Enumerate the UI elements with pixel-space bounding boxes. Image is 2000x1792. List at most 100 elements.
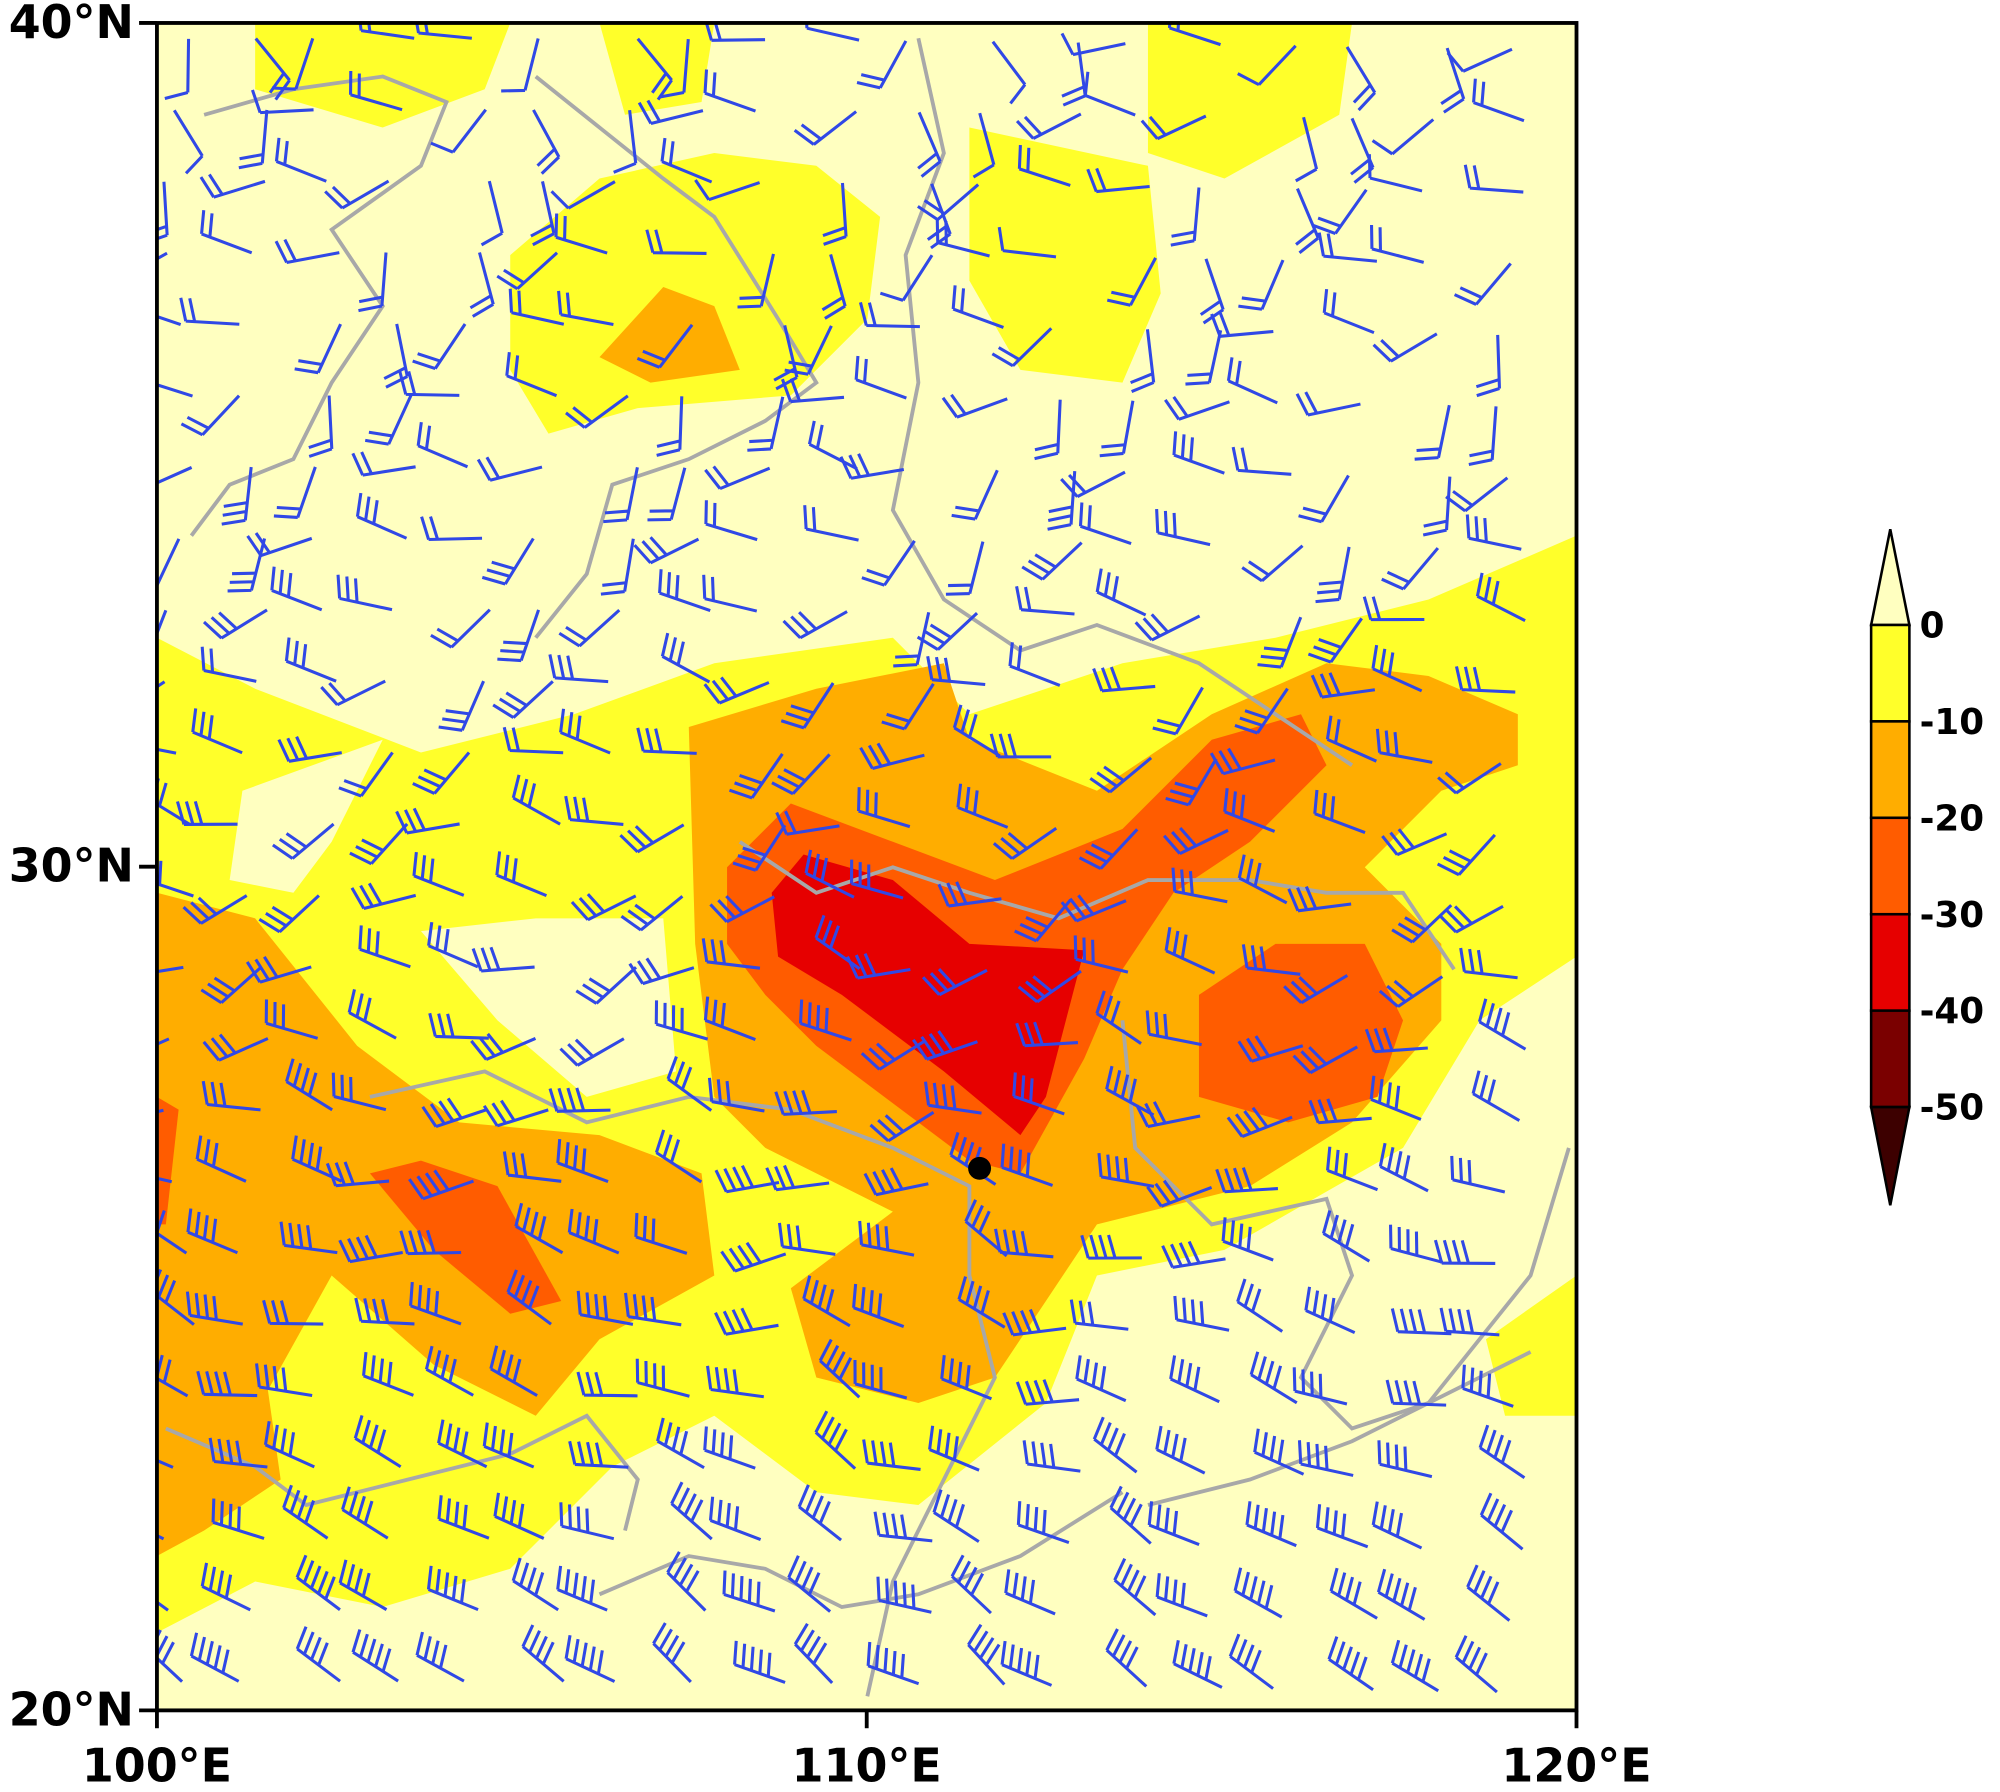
wind-barb xyxy=(1152,686,1204,736)
wind-barb xyxy=(274,238,340,264)
wind-barb xyxy=(1308,1098,1372,1125)
border-line xyxy=(598,1490,1124,1610)
contour-region xyxy=(599,286,740,383)
wind-barb xyxy=(1171,867,1228,904)
wind-barb xyxy=(1445,476,1509,513)
wind-barb xyxy=(846,953,911,980)
wind-barb xyxy=(426,1565,479,1612)
wind-barb xyxy=(1185,330,1223,386)
wind-barb xyxy=(548,654,609,684)
wind-barb xyxy=(814,1410,857,1470)
wind-barb xyxy=(559,1037,625,1067)
wind-barb xyxy=(175,800,238,826)
wind-barb xyxy=(1315,1504,1369,1549)
wind-barb xyxy=(1092,666,1156,693)
wind-barb xyxy=(991,327,1053,368)
wind-barb xyxy=(869,1111,935,1143)
wind-barb xyxy=(482,1099,549,1128)
wind-barb xyxy=(951,285,1004,329)
wind-barb xyxy=(893,612,931,668)
wind-barb xyxy=(1155,508,1211,547)
wind-barb xyxy=(415,1631,465,1683)
wind-barb xyxy=(624,1292,682,1327)
wind-barb xyxy=(797,1484,843,1542)
wind-barb xyxy=(362,1351,414,1397)
wind-barb xyxy=(398,370,460,397)
wind-barb xyxy=(765,1164,830,1192)
wind-barb xyxy=(1034,399,1062,461)
wind-barb xyxy=(1437,762,1502,795)
contour-region xyxy=(1198,943,1404,1123)
wind-barb xyxy=(1061,42,1087,107)
wind-barb xyxy=(628,957,695,986)
border-line xyxy=(189,74,449,537)
wind-barb xyxy=(1317,232,1378,263)
wind-barb xyxy=(917,111,942,178)
wind-barb xyxy=(1164,396,1230,421)
contour-region xyxy=(156,1096,179,1225)
wind-barb xyxy=(180,394,241,437)
wind-barb xyxy=(635,1358,690,1398)
province-borders xyxy=(165,37,1571,1697)
wind-barb xyxy=(354,1297,415,1326)
wind-barb xyxy=(1226,1106,1293,1138)
wind-barb xyxy=(1292,1045,1358,1075)
wind-barb xyxy=(295,1626,342,1683)
wind-barb xyxy=(412,751,471,795)
wind-barb xyxy=(245,956,312,984)
wind-barb xyxy=(481,537,535,586)
wind-barb xyxy=(511,1557,560,1612)
wind-barb xyxy=(647,467,687,522)
wind-barb xyxy=(351,1629,399,1683)
wind-barb xyxy=(732,824,787,872)
wind-barb xyxy=(600,538,635,596)
border-line xyxy=(165,1413,640,1531)
wind-barb xyxy=(1390,1639,1440,1693)
wind-barb xyxy=(1165,758,1218,807)
wind-barb xyxy=(1472,78,1525,123)
wind-barb xyxy=(793,110,858,146)
wind-barb xyxy=(358,252,388,313)
wind-barb xyxy=(694,179,761,202)
wind-barbs xyxy=(156,22,1527,1694)
wind-barb xyxy=(1017,144,1071,187)
wind-barb xyxy=(1468,406,1498,467)
contour-region xyxy=(1485,1275,1577,1416)
wind-barb xyxy=(351,451,416,477)
wind-barb xyxy=(200,646,257,683)
wind-barb xyxy=(747,396,785,452)
wind-barb xyxy=(1164,927,1216,975)
wind-barb xyxy=(916,611,979,651)
contour-region xyxy=(510,153,881,434)
wind-barb xyxy=(558,609,621,648)
colorbar-label: -10 xyxy=(1920,702,1985,743)
wind-barb xyxy=(412,323,467,371)
wind-barb xyxy=(1475,572,1526,622)
wind-barb xyxy=(1147,1501,1200,1546)
wind-barb xyxy=(850,859,904,900)
wind-barb xyxy=(991,40,1027,105)
colorbar-box xyxy=(1869,1009,1911,1109)
wind-barb xyxy=(1083,71,1136,117)
wind-barb xyxy=(1321,1210,1371,1263)
colorbar-label: 0 xyxy=(1920,606,1945,647)
wind-barb xyxy=(636,727,697,755)
wind-barb xyxy=(420,516,483,542)
wind-barb xyxy=(308,395,334,458)
wind-barb xyxy=(364,394,413,446)
wind-barb xyxy=(1439,1307,1500,1337)
wind-barb xyxy=(496,251,559,291)
wind-barb xyxy=(854,355,907,400)
wind-barb xyxy=(1329,1567,1378,1620)
wind-barb xyxy=(940,1354,993,1401)
wind-barb xyxy=(358,925,411,969)
wind-barb xyxy=(1238,259,1285,311)
wind-barb xyxy=(575,966,638,1005)
wind-barb xyxy=(852,1283,905,1329)
wind-barb xyxy=(1004,1569,1056,1616)
wind-barb xyxy=(195,1135,247,1183)
wind-barb xyxy=(853,1359,908,1400)
wind-barb xyxy=(1257,616,1303,669)
wind-barb xyxy=(728,753,784,800)
wind-barb xyxy=(821,254,847,320)
